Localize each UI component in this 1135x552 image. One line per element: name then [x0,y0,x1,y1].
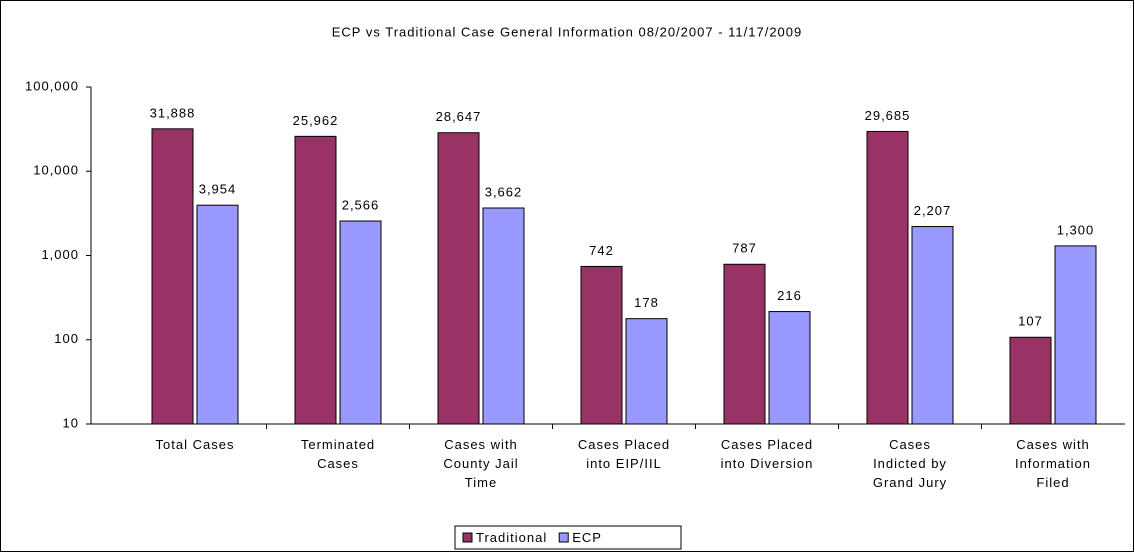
y-tick-label: 10 [63,415,79,430]
data-label: 178 [634,295,659,310]
y-tick-label: 100 [54,331,79,346]
legend-label: ECP [572,530,602,545]
data-label: 3,954 [199,182,237,197]
bar [151,128,194,425]
legend-label: Traditional [476,530,547,545]
x-tick-label: Cases Placed into Diversion [721,437,814,471]
data-label: 2,207 [914,203,952,218]
bar [580,265,623,425]
data-label: 216 [777,288,802,303]
data-label: 2,566 [342,197,380,212]
y-tick-label: 10,000 [33,163,79,178]
bar [482,207,525,425]
data-label: 787 [732,241,757,256]
y-tick-label: 100,000 [25,78,79,93]
bar [625,318,668,425]
x-tick-label: Cases with County Jail Time [443,437,518,490]
bar [294,135,337,425]
x-tick-label: Total Cases [156,437,235,452]
data-label: 25,962 [293,113,339,128]
bar [768,311,811,425]
legend-swatch [558,532,569,543]
x-tick-label: Terminated Cases [301,437,375,471]
data-label: 3,662 [485,184,523,199]
data-label: 1,300 [1057,222,1095,237]
x-tick-label: Cases Indicted by Grand Jury [873,437,947,490]
data-label: 28,647 [436,109,482,124]
bar [1009,336,1052,425]
chart-title: ECP vs Traditional Case General Informat… [332,24,803,39]
bar [1054,245,1097,425]
legend-swatch [462,532,473,543]
data-label: 742 [589,243,614,258]
x-tick-label: Cases with Information Filed [1015,437,1091,490]
data-label: 107 [1018,314,1043,329]
bar [437,132,480,425]
bar [723,263,766,425]
data-label: 31,888 [150,105,196,120]
bar [911,226,954,425]
bar [339,220,382,425]
bar [196,204,239,425]
y-tick-label: 1,000 [41,247,79,262]
bar [866,130,909,425]
x-tick-label: Cases Placed into EIP/IIL [578,437,670,471]
data-label: 29,685 [865,108,911,123]
